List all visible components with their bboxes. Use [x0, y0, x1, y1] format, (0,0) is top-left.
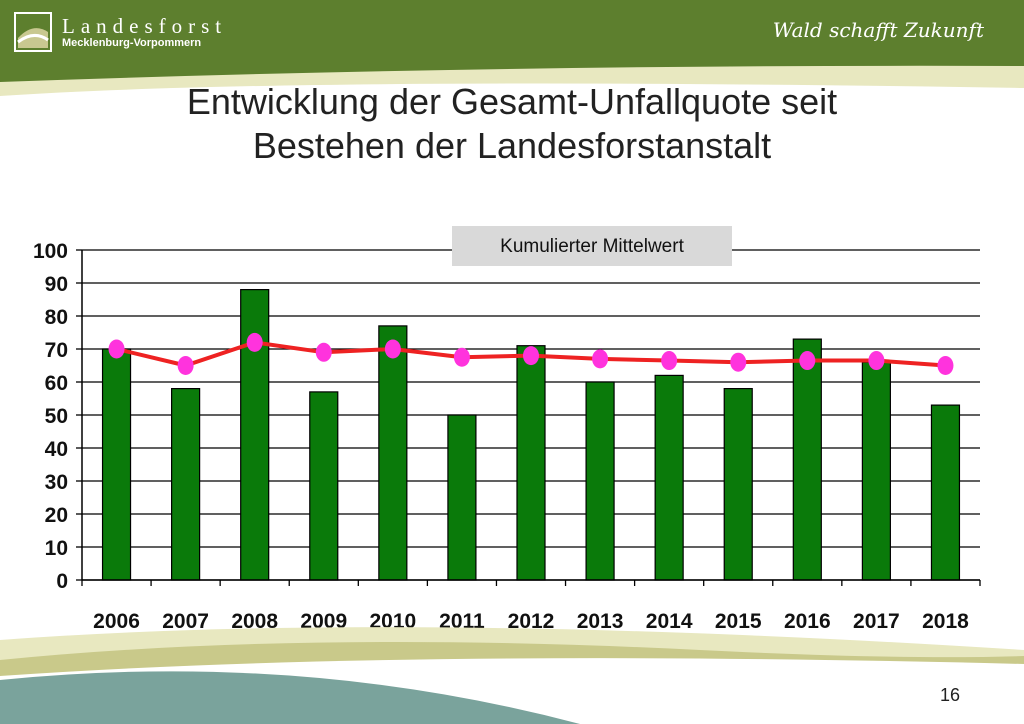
page-title: Entwicklung der Gesamt-Unfallquote seit …	[0, 80, 1024, 168]
y-tick-label: 20	[45, 504, 68, 527]
bar-layer	[101, 289, 961, 581]
y-tick-label: 40	[45, 438, 68, 461]
legend: Kumulierter Mittelwert	[452, 226, 732, 266]
bar-2014	[654, 374, 684, 581]
mean-marker-2010	[384, 339, 401, 359]
x-tick-label: 2007	[162, 610, 209, 633]
mean-marker-2008	[246, 332, 263, 352]
mean-marker-2011	[453, 347, 470, 367]
mean-marker-2018	[937, 356, 954, 375]
y-tick-label: 10	[45, 537, 68, 560]
y-tick-label: 0	[56, 570, 68, 593]
slogan: Wald schafft Zukunft	[772, 18, 984, 42]
x-tick-label: 2018	[922, 610, 969, 633]
legend-box	[452, 226, 732, 266]
y-tick-label: 60	[45, 372, 68, 395]
page-number: 16	[939, 685, 961, 705]
y-tick-label: 70	[45, 339, 68, 362]
x-tick-label: 2008	[231, 610, 278, 633]
y-tick-label: 30	[45, 471, 68, 494]
y-tick-label: 50	[45, 405, 68, 428]
y-tick-label: 100	[33, 240, 68, 263]
landesforst-logo-icon	[14, 12, 52, 52]
x-tick-label: 2014	[646, 610, 693, 633]
mean-marker-2013	[592, 349, 609, 369]
title-line-1: Entwicklung der Gesamt-Unfallquote seit	[186, 81, 838, 122]
bar-2013	[585, 381, 615, 581]
title-line-2: Bestehen der Landesforstanstalt	[252, 125, 772, 166]
bar-2011	[447, 414, 477, 581]
bar-2018	[930, 404, 961, 581]
y-tick-label: 90	[45, 273, 68, 296]
line-layer	[108, 332, 954, 375]
x-tick-label: 2015	[715, 610, 762, 633]
mean-marker-2017	[868, 351, 885, 371]
x-tick-label: 2012	[508, 610, 555, 633]
brand-subtitle: Mecklenburg-Vorpommern	[62, 37, 202, 49]
header-bar: Landesforst Mecklenburg-Vorpommern Wald …	[0, 0, 1024, 62]
x-tick-label: 2013	[577, 610, 624, 633]
y-tick-label: 80	[45, 306, 68, 329]
mean-marker-2014	[661, 351, 678, 371]
mean-marker-2009	[315, 342, 332, 362]
axis-layer: 0 10 20 30 40 50 60 70 80 90 100 2006 2007 2008 2009 20…	[33, 240, 981, 633]
x-tick-label: 2011	[439, 610, 485, 633]
mean-marker-2012	[523, 346, 539, 366]
mean-marker-2015	[730, 352, 747, 372]
bar-2012	[516, 345, 546, 581]
x-tick-label: 2009	[300, 610, 347, 633]
x-tick-label: 2006	[93, 610, 140, 633]
mean-marker-2007	[177, 356, 194, 375]
header-stripe	[0, 56, 1024, 96]
bar-2010	[378, 325, 408, 581]
bar-2006	[101, 348, 132, 581]
footer-decoration	[0, 627, 1024, 724]
legend-label: Kumulierter Mittelwert	[500, 236, 684, 257]
x-tick-label: 2017	[853, 610, 900, 633]
x-tick-label: 2016	[784, 610, 831, 633]
mean-marker-2006	[108, 339, 125, 359]
brand-name: Landesforst	[62, 14, 228, 38]
bar-2007	[171, 388, 201, 581]
bar-2009	[309, 391, 339, 581]
bar-2017	[861, 361, 891, 581]
bar-2016	[792, 338, 822, 581]
bar-2015	[723, 388, 753, 581]
mean-marker-2016	[799, 351, 816, 371]
